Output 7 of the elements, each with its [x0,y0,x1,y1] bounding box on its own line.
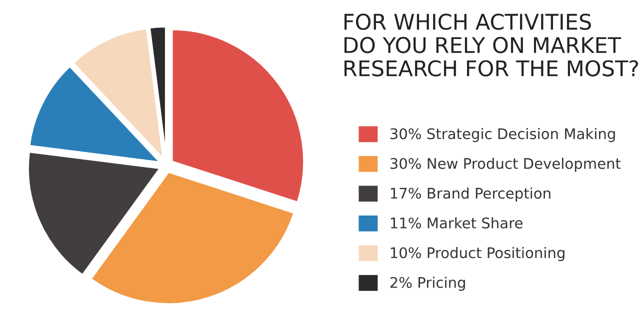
legend-label: 17% Brand Perception [390,187,550,202]
legend-label: 10% Product Positioning [390,246,564,262]
legend-label: 30% New Product Development [390,158,621,172]
legend-label: 30% Strategic Decision Making [390,128,615,142]
chart-title: FOR WHICH ACTIVITIES DO YOU RELY ON MARKET RESEARCH FOR THE MOST? [344,14,638,76]
legend-label: 2% Pricing [390,276,465,291]
legend-label: 11% Market Share [390,217,522,228]
